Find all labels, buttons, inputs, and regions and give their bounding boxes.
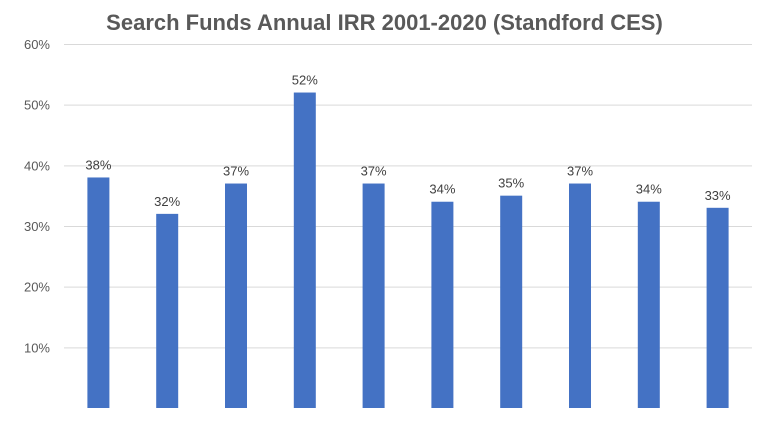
data-label: 33% [705, 188, 731, 203]
y-tick-label: 10% [24, 340, 50, 355]
data-label: 37% [567, 164, 593, 179]
data-label: 32% [154, 194, 180, 209]
bar [569, 183, 591, 408]
bar [156, 213, 179, 408]
y-tick-label: 40% [24, 158, 50, 173]
bar [706, 207, 729, 408]
data-label: 52% [292, 73, 318, 88]
data-label: 35% [498, 176, 524, 191]
data-label: 34% [636, 182, 662, 197]
y-tick-label: 30% [24, 219, 50, 234]
data-label: 37% [361, 164, 387, 179]
y-tick-label: 20% [24, 280, 50, 295]
bar [87, 177, 110, 408]
bar [225, 183, 247, 408]
y-axis-tick-labels: 10% 20% 30% 40% 50% 60% [24, 37, 50, 355]
data-label: 38% [85, 157, 111, 172]
y-tick-label: 60% [24, 37, 50, 52]
bar [362, 183, 385, 408]
bar [637, 201, 660, 408]
bar [431, 201, 454, 408]
y-tick-label: 50% [24, 98, 50, 113]
data-label: 37% [223, 164, 249, 179]
data-labels: 38% 32% 37% 52% 37% 34% 35% 37% 34% 33% [85, 73, 731, 209]
chart-title: Search Funds Annual IRR 2001-2020 (Stand… [106, 10, 663, 35]
bar [293, 92, 316, 409]
bar [500, 195, 523, 408]
data-label: 34% [429, 182, 455, 197]
bars [87, 92, 729, 409]
gridlines [64, 44, 752, 349]
